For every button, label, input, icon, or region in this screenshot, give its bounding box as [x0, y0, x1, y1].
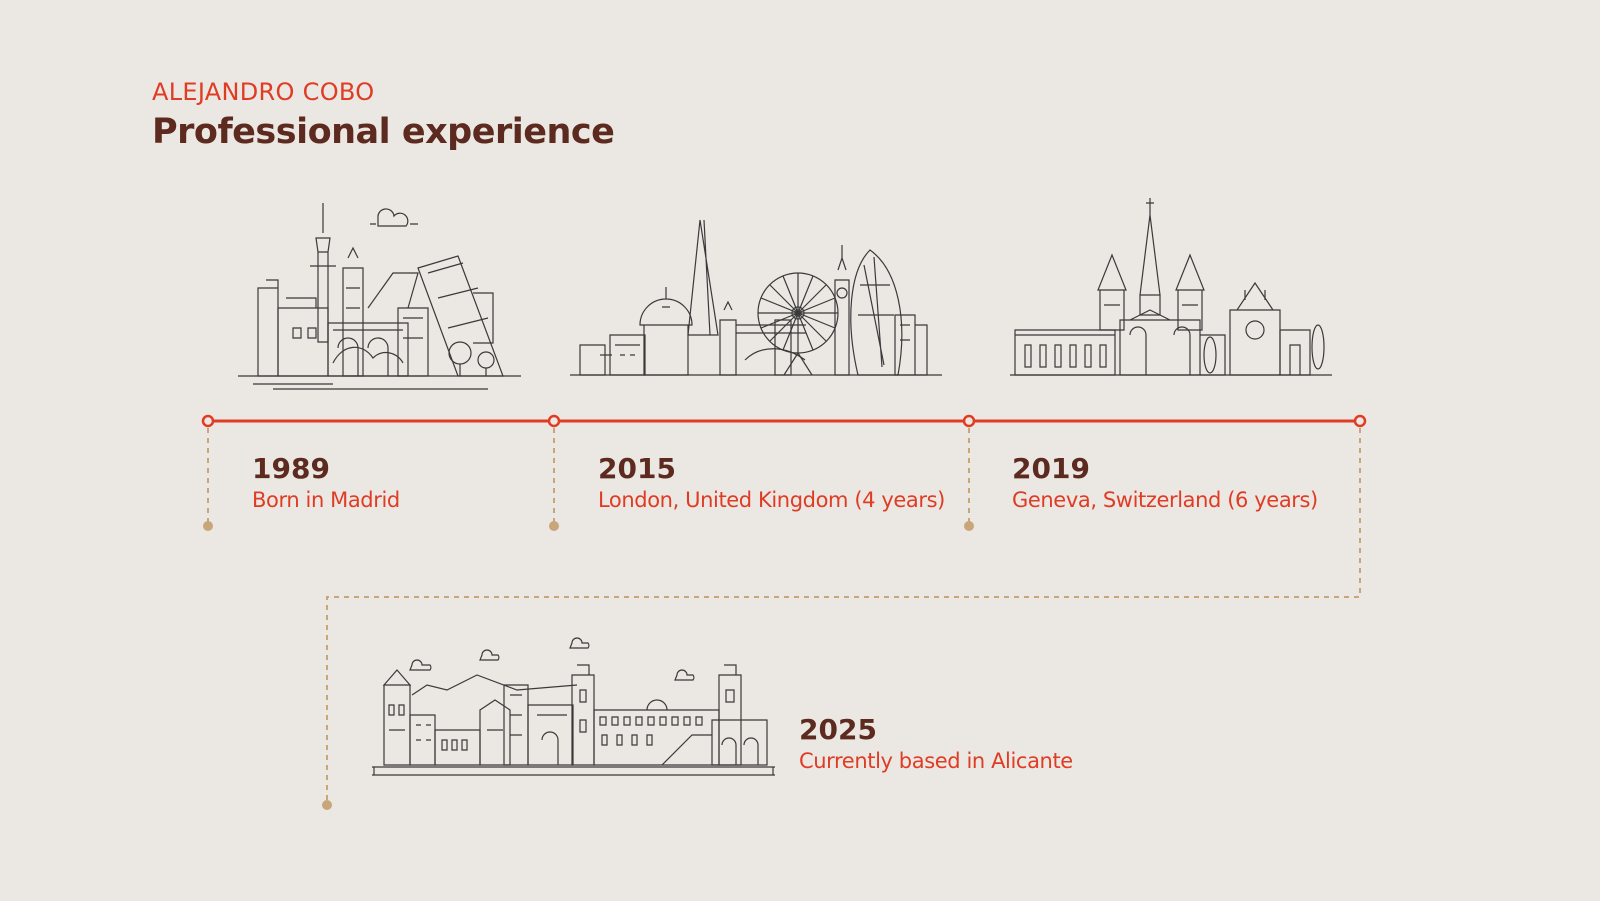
page-title: Professional experience	[152, 112, 615, 152]
madrid-skyline-icon	[238, 203, 521, 390]
alicante-skyline-icon	[372, 637, 775, 776]
author-name: ALEJANDRO COBO	[152, 78, 375, 106]
timeline-nodes	[201, 414, 1367, 428]
london-skyline-icon	[570, 219, 942, 376]
timeline-description: London, United Kingdom (4 years)	[598, 488, 945, 512]
timeline-year: 2015	[598, 452, 676, 485]
timeline-description: Currently based in Alicante	[799, 749, 1073, 773]
timeline-year: 2019	[1012, 452, 1090, 485]
timeline-year: 1989	[252, 452, 330, 485]
timeline-description: Geneva, Switzerland (6 years)	[1012, 488, 1318, 512]
dotted-connectors	[207, 428, 1361, 803]
geneva-skyline-icon	[1010, 198, 1332, 376]
end-dots	[203, 521, 974, 810]
timeline-year: 2025	[799, 713, 877, 746]
timeline-description: Born in Madrid	[252, 488, 400, 512]
